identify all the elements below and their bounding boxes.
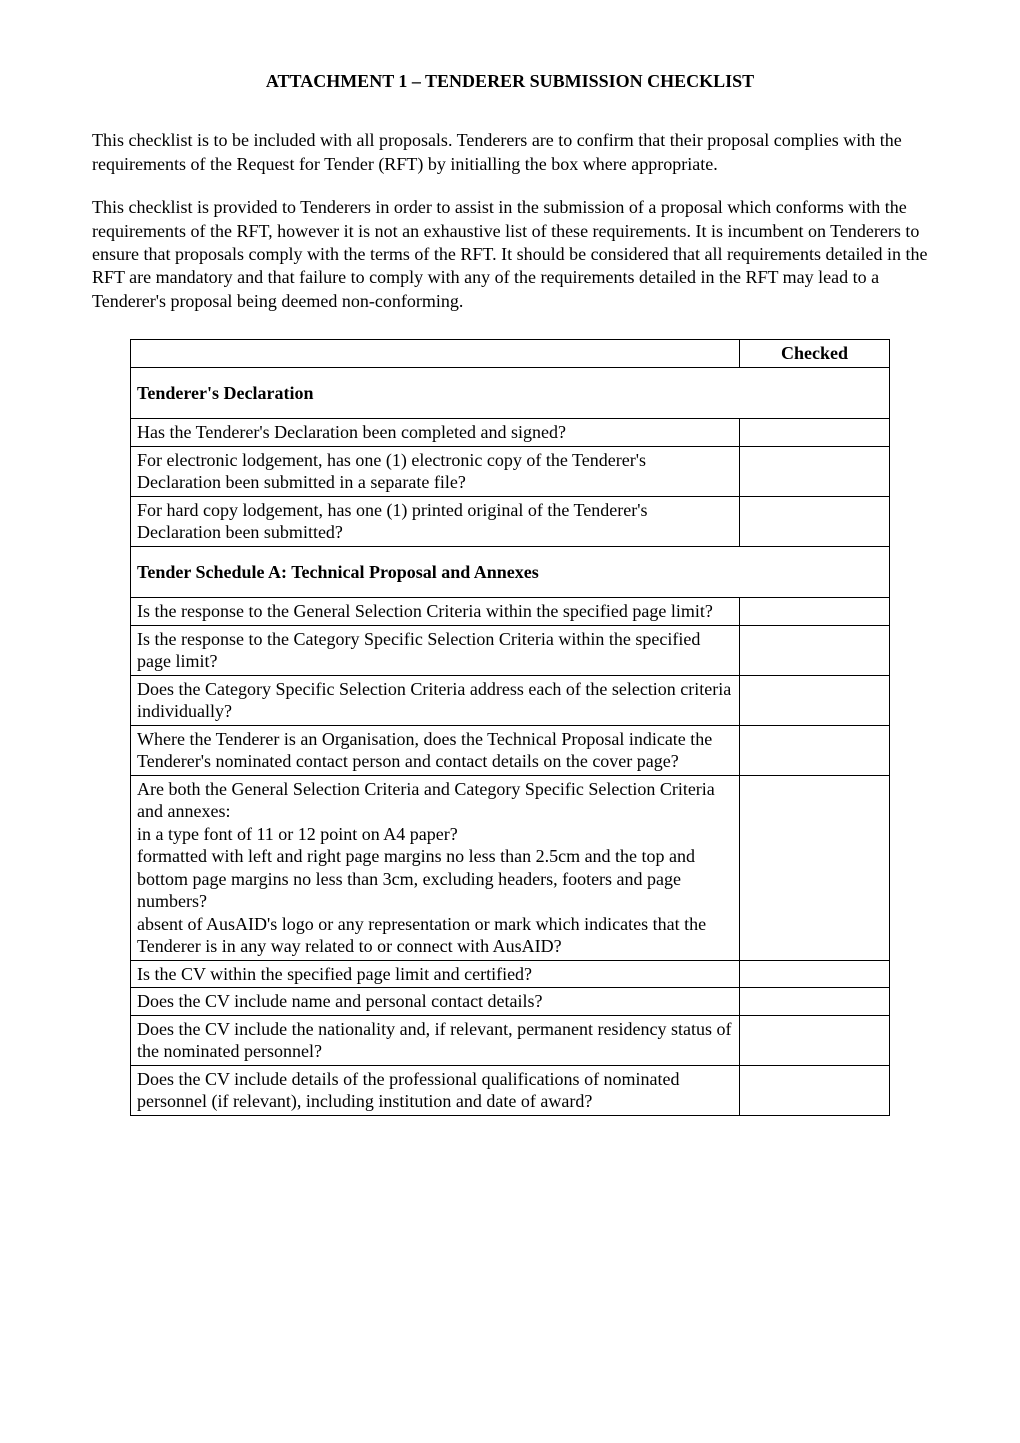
section1-header-cell: Tenderer's Declaration bbox=[131, 367, 740, 419]
table-row: For hard copy lodgement, has one (1) pri… bbox=[131, 496, 890, 546]
table-row: Does the CV include name and personal co… bbox=[131, 988, 890, 1016]
check-cell bbox=[740, 419, 890, 447]
table-row: For electronic lodgement, has one (1) el… bbox=[131, 446, 890, 496]
checklist-item: Has the Tenderer's Declaration been comp… bbox=[131, 419, 740, 447]
section1-header-row: Tenderer's Declaration bbox=[131, 367, 890, 419]
table-row: Does the CV include the nationality and,… bbox=[131, 1015, 890, 1065]
table-row: Does the CV include details of the profe… bbox=[131, 1065, 890, 1115]
header-checked-cell: Checked bbox=[740, 340, 890, 368]
check-cell bbox=[740, 496, 890, 546]
table-row: Is the response to the General Selection… bbox=[131, 598, 890, 626]
intro-paragraph-2: This checklist is provided to Tenderers … bbox=[92, 196, 928, 313]
checklist-item: For hard copy lodgement, has one (1) pri… bbox=[131, 496, 740, 546]
section2-header-cell: Tender Schedule A: Technical Proposal an… bbox=[131, 546, 740, 598]
section2-header-row: Tender Schedule A: Technical Proposal an… bbox=[131, 546, 890, 598]
table-row: Where the Tenderer is an Organisation, d… bbox=[131, 725, 890, 775]
check-cell bbox=[740, 725, 890, 775]
check-cell bbox=[740, 775, 890, 960]
table-row: Is the response to the Category Specific… bbox=[131, 625, 890, 675]
section2-header-empty bbox=[740, 546, 890, 598]
check-cell bbox=[740, 960, 890, 988]
section1-header-empty bbox=[740, 367, 890, 419]
table-header-row: Checked bbox=[131, 340, 890, 368]
checklist-item: Does the Category Specific Selection Cri… bbox=[131, 675, 740, 725]
header-empty-cell bbox=[131, 340, 740, 368]
check-cell bbox=[740, 598, 890, 626]
intro-paragraph-1: This checklist is to be included with al… bbox=[92, 129, 928, 176]
checklist-item: Is the response to the General Selection… bbox=[131, 598, 740, 626]
table-row: Is the CV within the specified page limi… bbox=[131, 960, 890, 988]
check-cell bbox=[740, 625, 890, 675]
check-cell bbox=[740, 675, 890, 725]
table-row: Are both the General Selection Criteria … bbox=[131, 775, 890, 960]
check-cell bbox=[740, 1065, 890, 1115]
checklist-item: Does the CV include name and personal co… bbox=[131, 988, 740, 1016]
checklist-item: Is the CV within the specified page limi… bbox=[131, 960, 740, 988]
checklist-item: Where the Tenderer is an Organisation, d… bbox=[131, 725, 740, 775]
checklist-item: Are both the General Selection Criteria … bbox=[131, 775, 740, 960]
check-cell bbox=[740, 1015, 890, 1065]
table-row: Has the Tenderer's Declaration been comp… bbox=[131, 419, 890, 447]
document-title: ATTACHMENT 1 – TENDERER SUBMISSION CHECK… bbox=[92, 70, 928, 93]
check-cell bbox=[740, 988, 890, 1016]
checklist-item: Does the CV include the nationality and,… bbox=[131, 1015, 740, 1065]
checklist-item: For electronic lodgement, has one (1) el… bbox=[131, 446, 740, 496]
checklist-item: Is the response to the Category Specific… bbox=[131, 625, 740, 675]
checklist-table: Checked Tenderer's Declaration Has the T… bbox=[130, 339, 890, 1116]
table-row: Does the Category Specific Selection Cri… bbox=[131, 675, 890, 725]
check-cell bbox=[740, 446, 890, 496]
checklist-item: Does the CV include details of the profe… bbox=[131, 1065, 740, 1115]
